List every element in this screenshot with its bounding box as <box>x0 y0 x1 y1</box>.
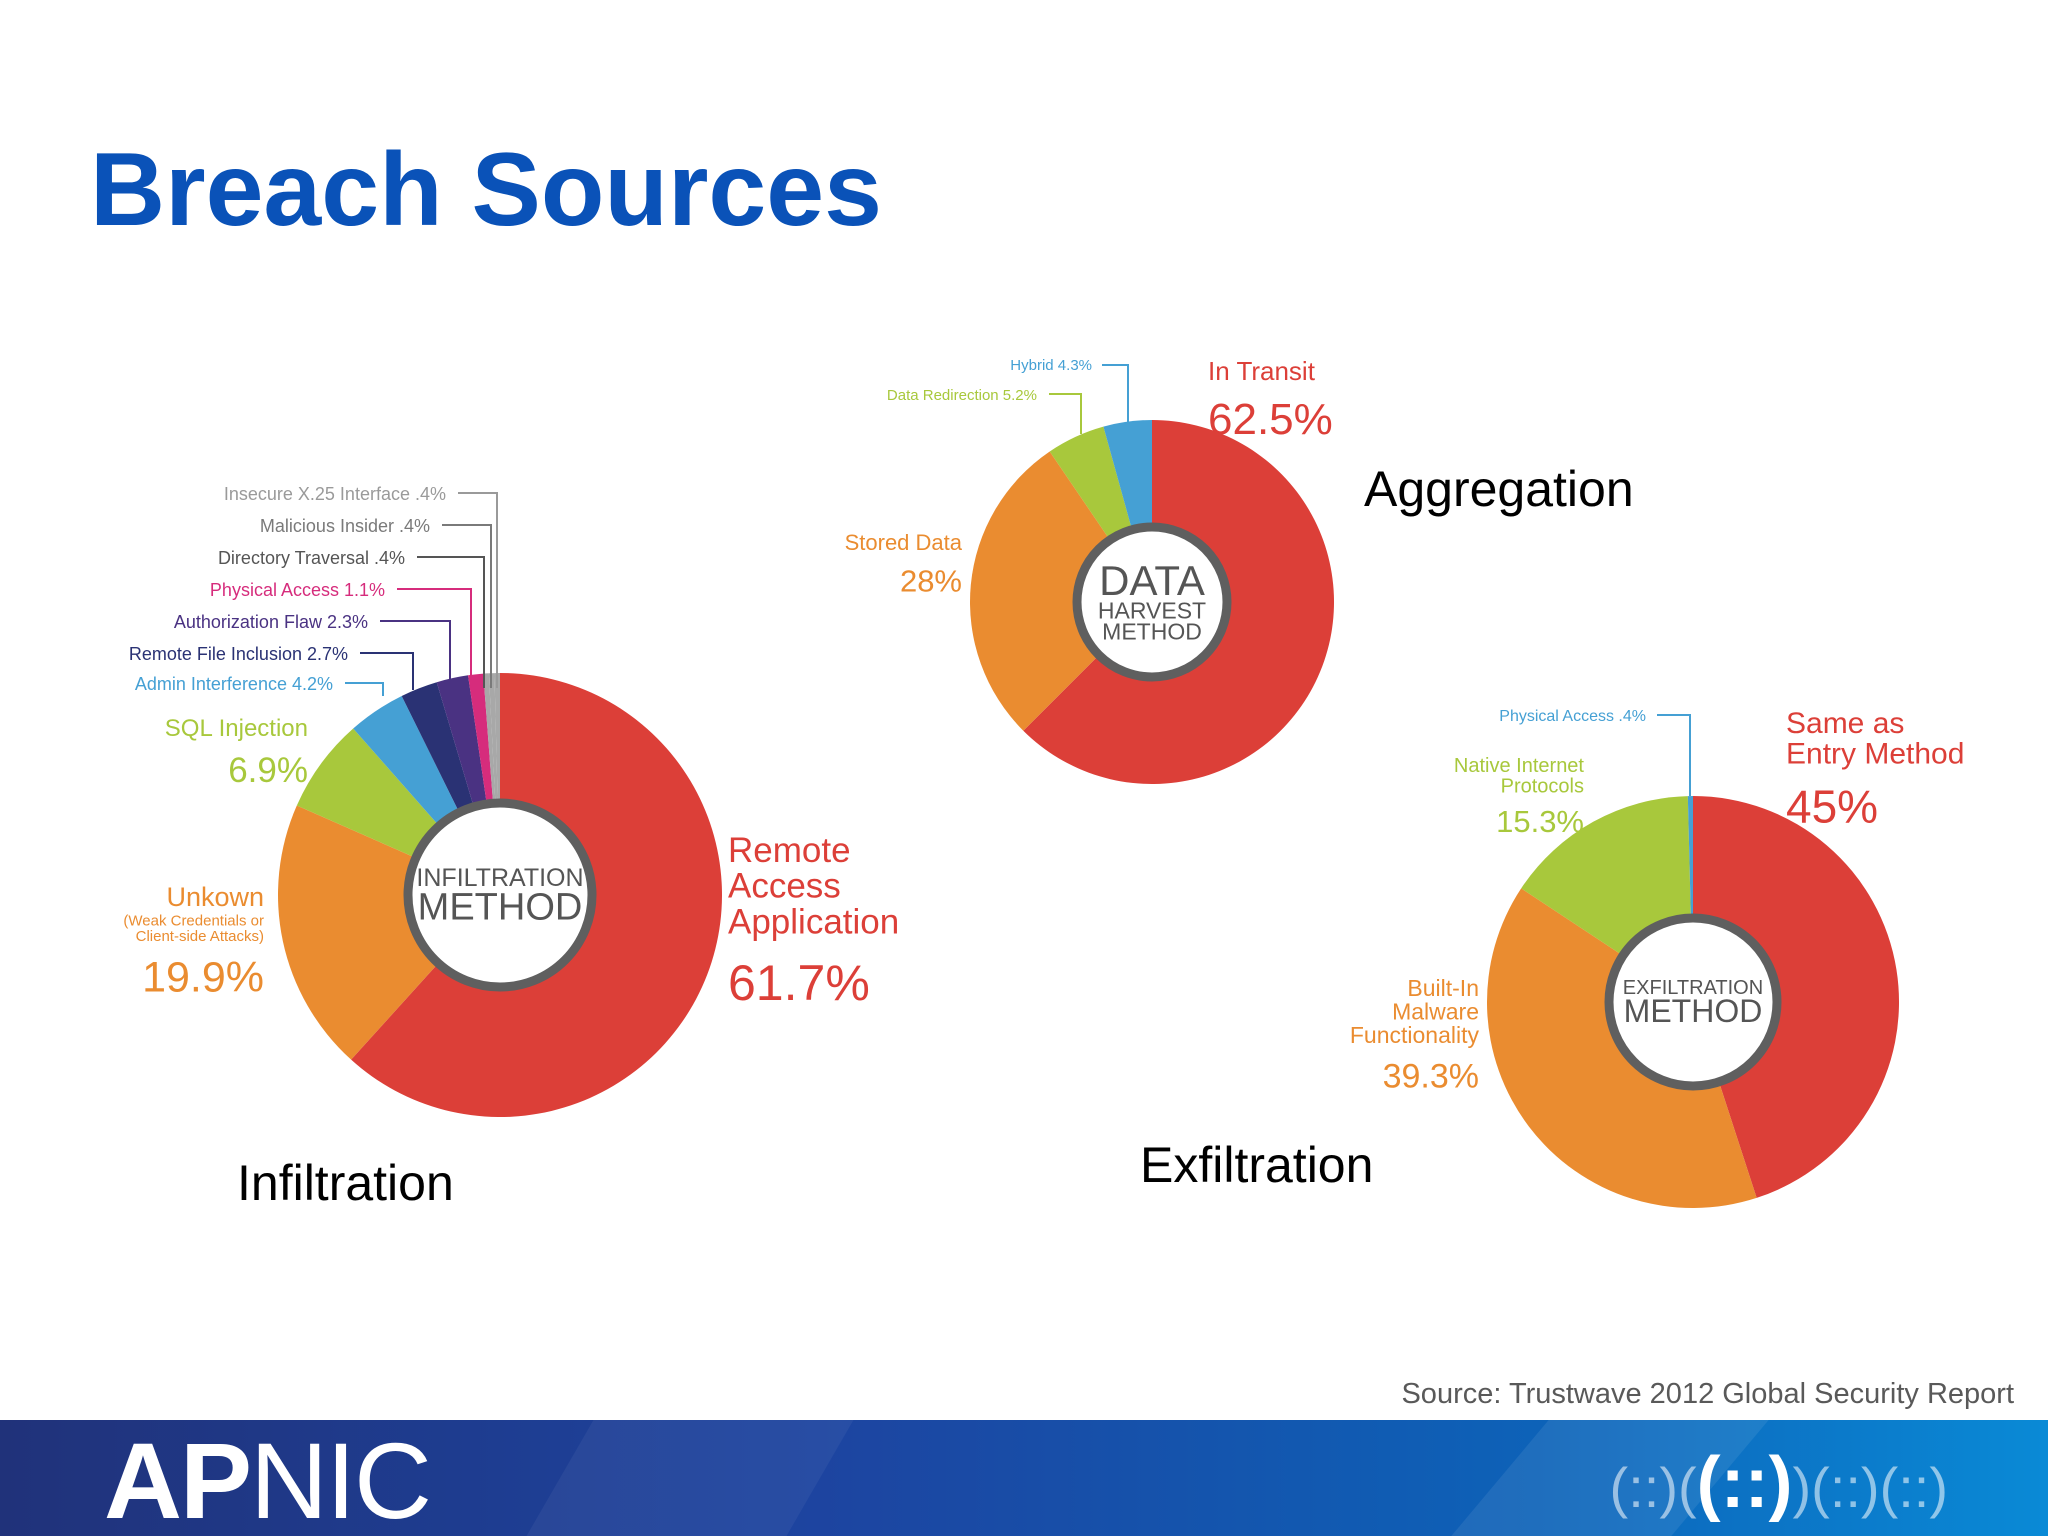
label-text: Malware <box>1392 998 1479 1024</box>
leader-line-admin-interference <box>345 682 384 696</box>
label-text: Application <box>728 902 899 941</box>
label-sql-injection: SQL Injection 6.9% <box>165 715 308 790</box>
leader-line-malicious-insider <box>442 524 492 688</box>
data-harvest-pie-chart: In Transit 62.5% Stored Data 28% Data Redire… <box>845 356 1335 784</box>
source-citation: Source: Trustwave 2012 Global Security R… <box>1401 1378 2014 1410</box>
value-label: 62.5% <box>1208 395 1333 444</box>
center-hole <box>403 798 597 992</box>
leader-line-physical-access <box>1657 714 1691 796</box>
label-text: Hybrid 4.3% <box>1010 357 1092 374</box>
label-data-redirection: Data Redirection 5.2% <box>887 387 1037 404</box>
label-admin-interference: Admin Interference 4.2% <box>135 674 333 694</box>
center-label: HARVEST <box>1098 598 1206 624</box>
leader-line-data-redirection <box>1049 393 1082 434</box>
sublabel-text: (Weak Credentials or <box>123 912 264 929</box>
center-label: EXFILTRATION <box>1623 977 1763 999</box>
footer-banner: APNIC (::)((::))(::)(::) <box>0 1420 2048 1536</box>
center-label: DATA <box>1099 557 1205 604</box>
label-text: SQL Injection <box>165 715 308 742</box>
label-text: Unkown <box>166 882 264 912</box>
label-in-transit: In Transit 62.5% <box>1208 356 1333 444</box>
aggregation-caption: Aggregation <box>1364 461 1634 517</box>
sublabel-text: Client-side Attacks) <box>136 928 264 945</box>
leader-line-insecure-x-25-interface <box>458 492 498 688</box>
center-hole <box>1604 913 1782 1091</box>
value-label: 15.3% <box>1496 804 1584 839</box>
value-label: 39.3% <box>1383 1057 1479 1095</box>
label-text: In Transit <box>1208 356 1316 386</box>
value-label: 19.9% <box>142 954 264 1002</box>
label-text: Directory Traversal .4% <box>218 548 405 568</box>
value-label: 28% <box>900 564 962 599</box>
leader-line-directory-traversal <box>417 556 485 688</box>
label-text: Built-In <box>1407 975 1479 1001</box>
label-remote-file-inclusion: Remote File Inclusion 2.7% <box>129 644 348 664</box>
label-physical-access: Physical Access 1.1% <box>210 580 385 600</box>
value-label: 6.9% <box>228 751 308 790</box>
label-text: Native Internet <box>1454 755 1585 777</box>
apnic-logo: APNIC <box>104 1420 432 1536</box>
label-text: Data Redirection 5.2% <box>887 387 1037 404</box>
label-text: Entry Method <box>1786 738 1964 771</box>
label-text: Remote <box>728 831 851 870</box>
slide-title: Breach Sources <box>90 132 882 248</box>
center-label: METHOD <box>1624 993 1763 1029</box>
label-stored-data: Stored Data 28% <box>845 530 963 599</box>
label-text: Authorization Flaw 2.3% <box>174 612 368 632</box>
value-label: 45% <box>1786 781 1878 833</box>
label-physical-access: Physical Access .4% <box>1499 708 1646 725</box>
label-text: Physical Access .4% <box>1499 708 1646 725</box>
leader-line-physical-access <box>397 588 472 690</box>
center-label: METHOD <box>418 886 583 928</box>
label-directory-traversal: Directory Traversal .4% <box>218 548 405 568</box>
slice-same-as-entry-method <box>1693 796 1900 1198</box>
footer-stripe <box>526 1420 854 1536</box>
value-label: 61.7% <box>728 955 870 1011</box>
label-text: Access <box>728 867 841 906</box>
center-hole <box>1072 522 1232 682</box>
slice-stored-data <box>970 451 1152 731</box>
leader-line-authorization-flaw <box>380 620 451 690</box>
apnic-dots-logo: (::)((::))(::)(::) <box>1609 1443 1948 1523</box>
label-text: Malicious Insider .4% <box>260 516 430 536</box>
center-label: INFILTRATION <box>416 864 583 892</box>
slice-unkown <box>278 805 500 1060</box>
leader-line-hybrid <box>1102 364 1129 424</box>
label-insecure-x-25-interface: Insecure X.25 Interface .4% <box>224 484 446 504</box>
label-text: Physical Access 1.1% <box>210 580 385 600</box>
label-malicious-insider: Malicious Insider .4% <box>260 516 430 536</box>
label-hybrid: Hybrid 4.3% <box>1010 357 1092 374</box>
label-text: Remote File Inclusion 2.7% <box>129 644 348 664</box>
label-text: Functionality <box>1350 1022 1480 1048</box>
infiltration-caption: Infiltration <box>237 1155 454 1211</box>
label-authorization-flaw: Authorization Flaw 2.3% <box>174 612 368 632</box>
label-text: Same as <box>1786 707 1904 740</box>
label-text: Stored Data <box>845 530 963 555</box>
label-text: Insecure X.25 Interface .4% <box>224 484 446 504</box>
label-text: Protocols <box>1501 775 1584 797</box>
center-label: METHOD <box>1102 619 1202 645</box>
exfiltration-caption: Exfiltration <box>1140 1137 1374 1193</box>
label-text: Admin Interference 4.2% <box>135 674 333 694</box>
leader-line-remote-file-inclusion <box>360 652 414 690</box>
